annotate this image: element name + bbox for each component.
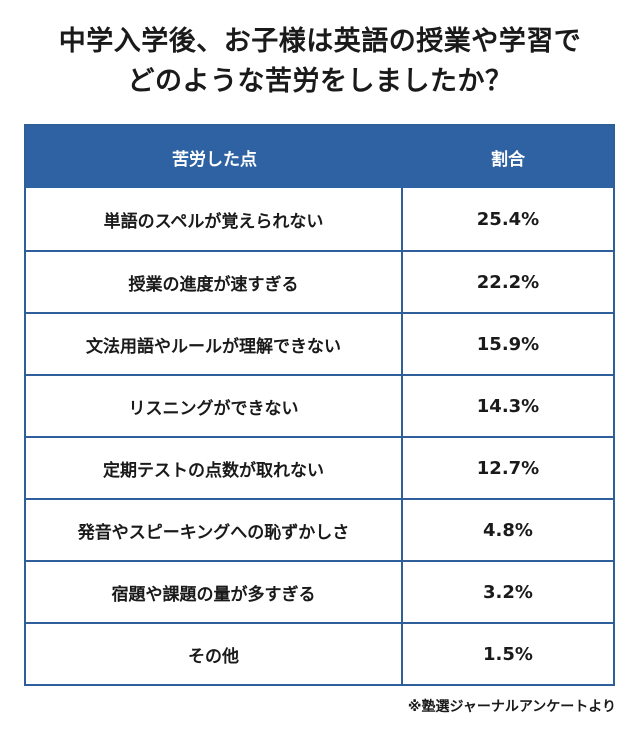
table-header: 苦労した点 割合 (26, 126, 613, 188)
row-label: 定期テストの点数が取れない (26, 438, 403, 498)
row-label: 授業の進度が速すぎる (26, 252, 403, 312)
row-value: 1.5% (483, 643, 533, 665)
row-value: 25.4% (476, 208, 540, 230)
table-row: 定期テストの点数が取れない 12.7% (26, 436, 613, 498)
row-value: 15.9% (476, 333, 540, 355)
table-row: その他 1.5% (26, 622, 613, 684)
table-row: 宿題や課題の量が多すぎる 3.2% (26, 560, 613, 622)
header-cell-ratio: 割合 (491, 149, 525, 170)
results-table: 苦労した点 割合 単語のスペルが覚えられない 25.4% 授業の進度が速すぎる … (24, 124, 615, 686)
row-value: 12.7% (476, 457, 540, 479)
row-label: その他 (26, 624, 403, 684)
row-value: 22.2% (476, 271, 540, 293)
title-line-2: どのような苦労をしましたか？ (127, 66, 513, 97)
row-label: 文法用語やルールが理解できない (26, 314, 403, 374)
source-note: ※塾選ジャーナルアンケートより (407, 699, 616, 715)
table-row: 発音やスピーキングへの恥ずかしさ 4.8% (26, 498, 613, 560)
row-value: 4.8% (483, 519, 533, 541)
title-line-1: 中学入学後、お子様は英語の授業や学習で (58, 26, 582, 57)
row-value: 14.3% (476, 395, 540, 417)
table-row: リスニングができない 14.3% (26, 374, 613, 436)
row-label: 単語のスペルが覚えられない (26, 188, 403, 250)
row-label: 発音やスピーキングへの恥ずかしさ (26, 500, 403, 560)
row-label: 宿題や課題の量が多すぎる (26, 562, 403, 622)
table-row: 単語のスペルが覚えられない 25.4% (26, 188, 613, 250)
table-row: 授業の進度が速すぎる 22.2% (26, 250, 613, 312)
row-label: リスニングができない (26, 376, 403, 436)
table-row: 文法用語やルールが理解できない 15.9% (26, 312, 613, 374)
row-value: 3.2% (483, 581, 533, 603)
page-title: 中学入学後、お子様は英語の授業や学習で どのような苦労をしましたか？ (0, 22, 640, 102)
header-cell-point: 苦労した点 (172, 149, 257, 170)
table-body: 単語のスペルが覚えられない 25.4% 授業の進度が速すぎる 22.2% 文法用… (26, 188, 613, 684)
